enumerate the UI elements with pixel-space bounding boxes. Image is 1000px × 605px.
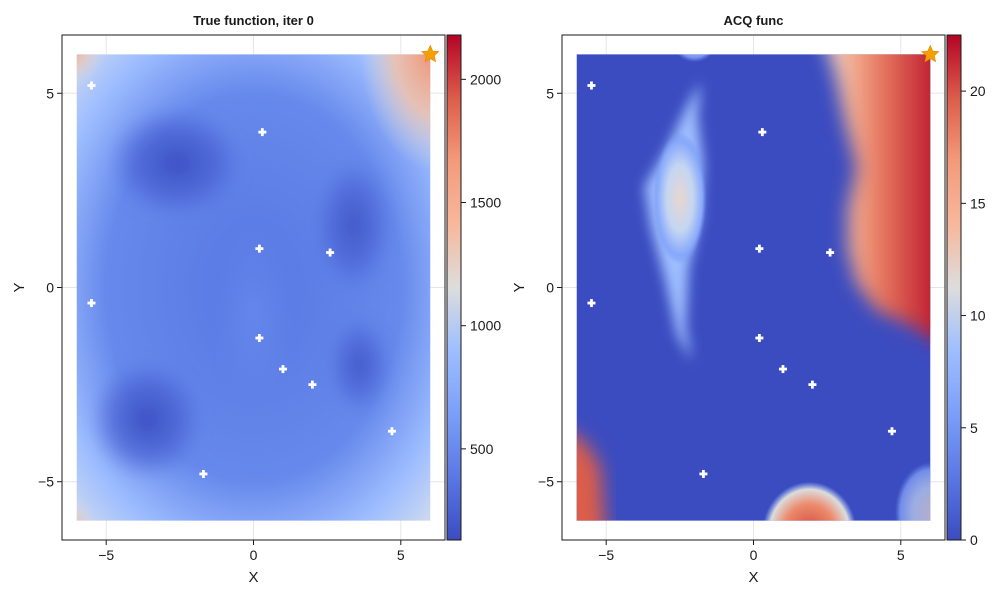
heat-warm-bottom-left (576, 436, 605, 521)
acquisition-function-panel: −5 0 5 −5 0 5 ACQ func X Y 0 5 10 15 20 (511, 13, 986, 586)
colorbar-tick-label: 10 (970, 308, 986, 324)
heat-warm-top-right (359, 54, 431, 171)
x-tick-label: 0 (750, 547, 758, 563)
sample-point (699, 469, 708, 478)
sample-points (587, 44, 940, 478)
y-axis-label: Y (511, 282, 528, 292)
sample-point (258, 128, 267, 137)
sample-point (587, 81, 596, 90)
true-function-heatmap (76, 54, 431, 521)
heat-warm-bottom-center (763, 481, 856, 521)
colorbar: 500 1000 1500 2000 (446, 34, 501, 541)
heat-basin-lower-right (327, 314, 392, 416)
colorbar-tick-label: 0 (970, 532, 978, 548)
x-tick-label: 0 (250, 547, 258, 563)
colorbar-tick-label: 500 (470, 441, 494, 457)
x-tick-label: 5 (897, 547, 905, 563)
colorbar-tick-label: 1000 (470, 318, 501, 334)
colorbar-gradient (447, 35, 461, 540)
sample-point (587, 299, 596, 308)
sample-point (758, 128, 767, 137)
x-tick-label: −5 (98, 547, 114, 563)
y-tick-label: 5 (546, 85, 554, 101)
best-point-star (420, 44, 440, 63)
colorbar-tick-label: 15 (970, 195, 986, 211)
chart-title: ACQ func (724, 13, 784, 28)
y-axis-label: Y (11, 282, 28, 292)
sample-points (87, 44, 440, 478)
y-tick-label: −5 (38, 474, 54, 490)
sample-point (87, 81, 96, 90)
heat-warm-bottom-left (76, 495, 96, 521)
true-function-panel: −5 0 5 −5 0 5 True function, iter 0 X Y 500 10… (11, 13, 501, 586)
sample-point (887, 427, 896, 436)
x-tick-label: −5 (598, 547, 614, 563)
sample-point (826, 248, 835, 257)
colorbar: 0 5 10 15 20 (946, 34, 986, 548)
y-tick-label: 0 (46, 280, 54, 296)
colorbar-tick-label: 1500 (470, 195, 501, 211)
sample-point (755, 334, 764, 342)
acq-function-heatmap (576, 54, 931, 521)
x-axis-label: X (748, 569, 758, 586)
colorbar-tick-label: 5 (970, 420, 978, 436)
heat-warm-right-region (828, 54, 931, 339)
sample-point (755, 244, 764, 253)
axis-ticks: −5 0 5 −5 0 5 (38, 85, 405, 563)
colorbar-tick-label: 2000 (470, 71, 501, 87)
y-tick-label: 5 (46, 85, 54, 101)
heat-ridge-peak (653, 132, 707, 265)
x-tick-label: 5 (397, 547, 405, 563)
sample-point (326, 248, 335, 257)
heat-basin-lower-left (88, 357, 207, 482)
colorbar-frame (946, 34, 962, 541)
y-tick-label: −5 (538, 474, 554, 490)
y-tick-label: 0 (546, 280, 554, 296)
sample-point (808, 380, 817, 389)
heat-warm-top-left (76, 54, 105, 89)
sample-point (199, 469, 208, 478)
sample-point (278, 365, 287, 374)
heat-basin-right (312, 155, 395, 296)
sample-point (255, 334, 264, 342)
heat-faint-top-center (677, 54, 713, 63)
x-axis-label: X (248, 569, 258, 586)
sample-point (308, 380, 317, 389)
colorbar-tick-label: 20 (970, 83, 986, 99)
heat-basin-center (212, 217, 295, 405)
colorbar-gradient (947, 35, 961, 540)
sample-point (778, 365, 787, 374)
sample-point (387, 427, 396, 436)
sample-point (87, 299, 96, 308)
heat-basin-upper-left (106, 104, 248, 222)
colorbar-frame (446, 34, 462, 541)
chart-title: True function, iter 0 (193, 13, 314, 28)
heat-bottom-right-pale (894, 462, 931, 521)
best-point-star (920, 44, 940, 63)
axis-ticks: −5 0 5 −5 0 5 (538, 85, 905, 563)
sample-point (255, 244, 264, 253)
